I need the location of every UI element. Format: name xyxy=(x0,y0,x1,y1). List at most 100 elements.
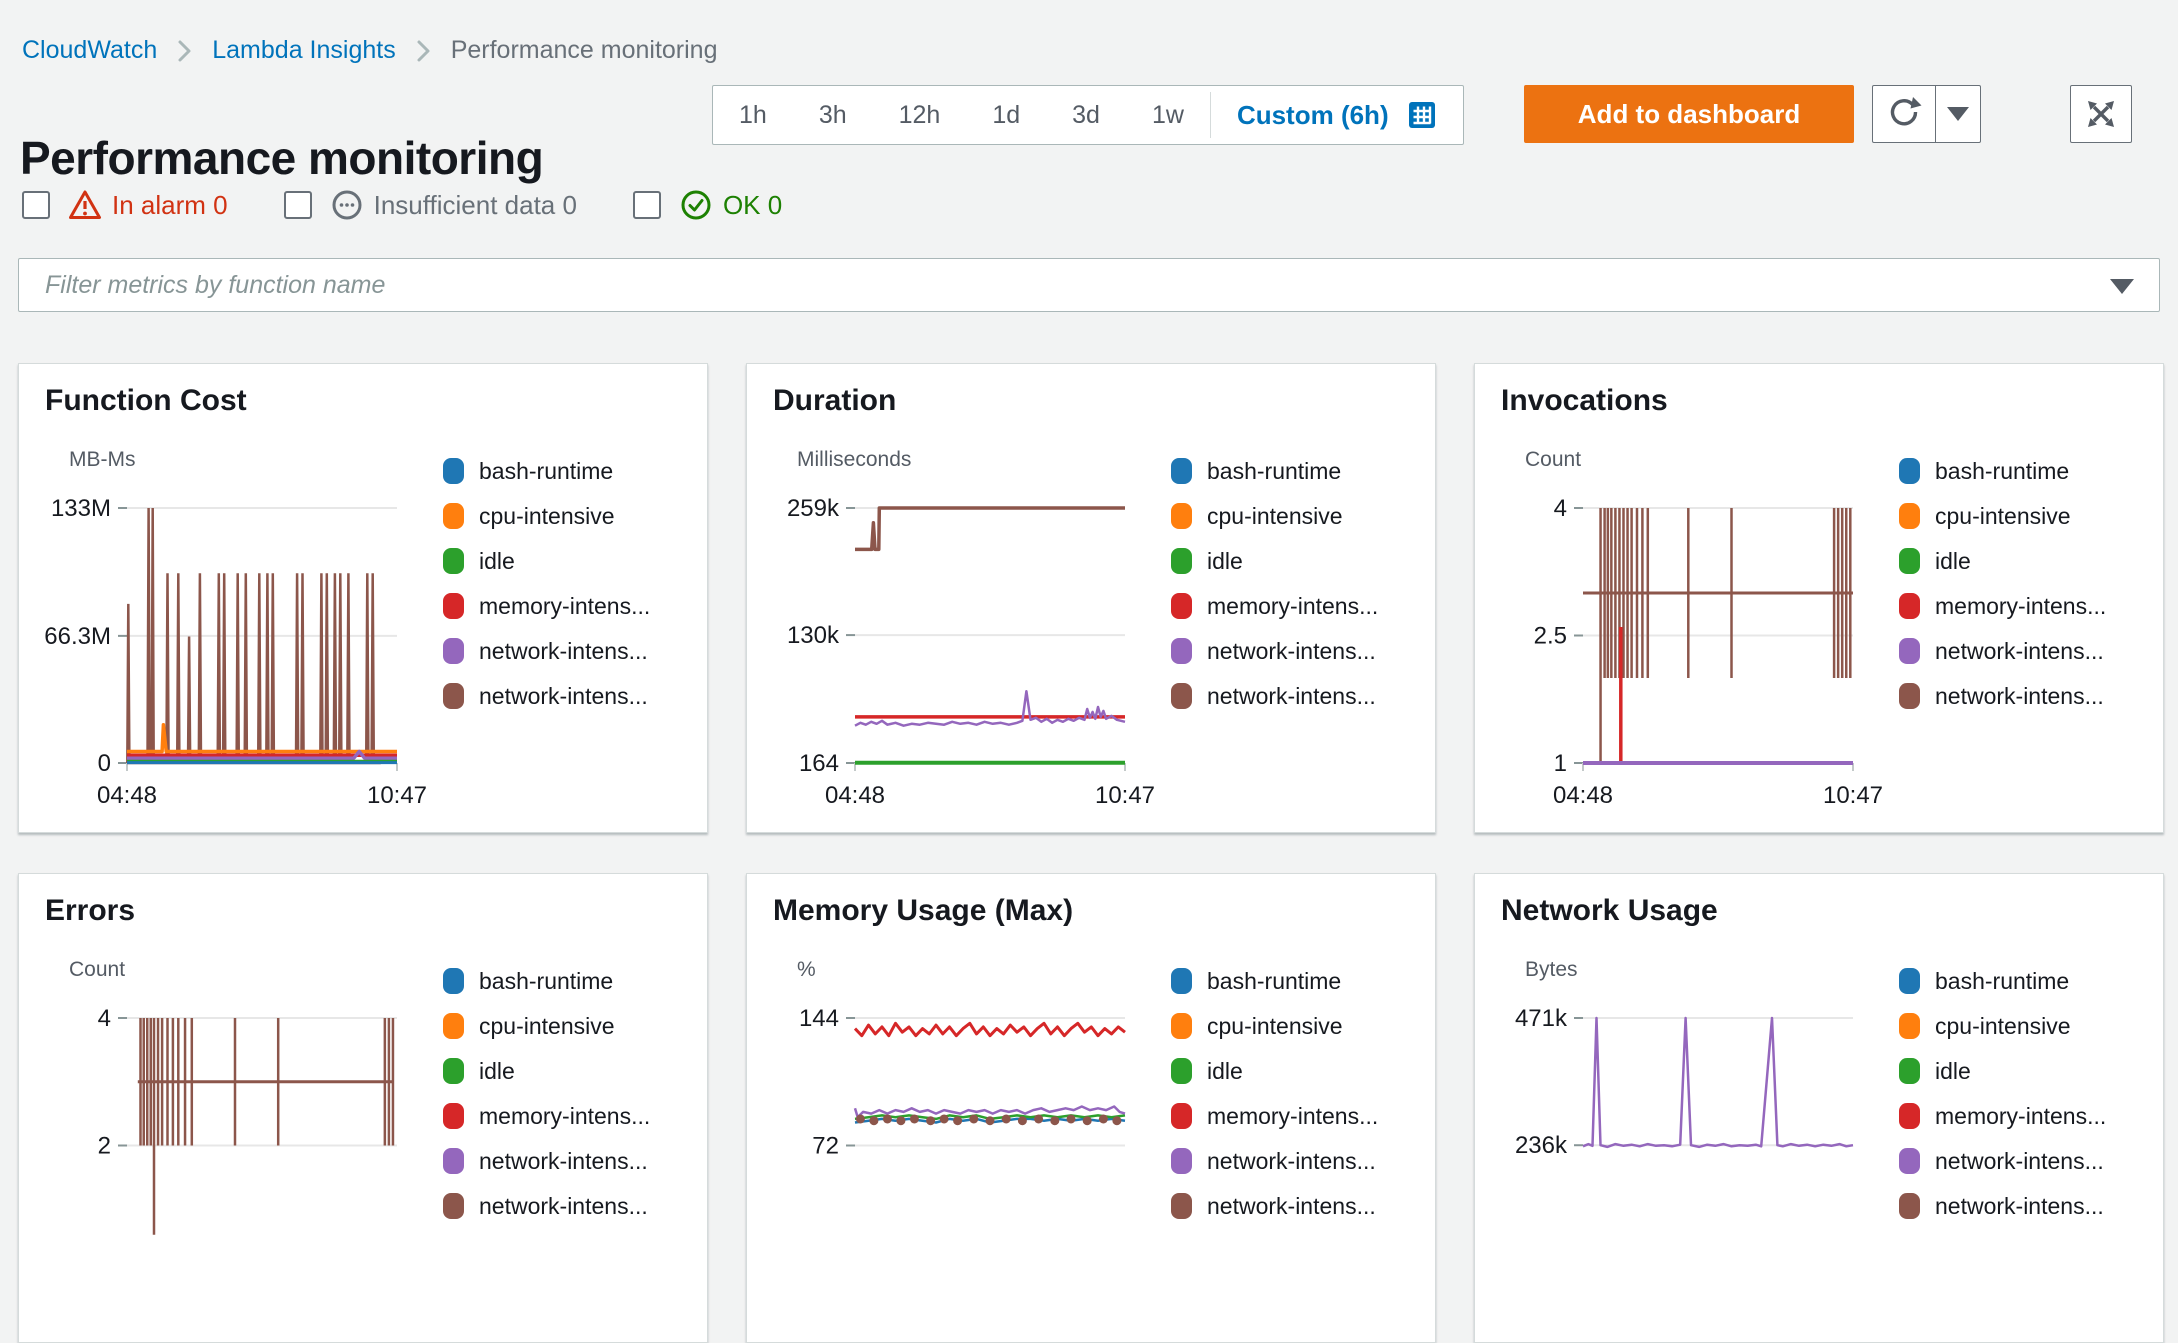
legend-item-network-intens[interactable]: network-intens... xyxy=(443,1193,650,1219)
chevron-right-icon xyxy=(177,39,192,63)
legend-color-chip xyxy=(1171,1013,1192,1039)
legend-item-memory-intens[interactable]: memory-intens... xyxy=(443,593,650,619)
alarm-filter-in-alarm-checkbox[interactable] xyxy=(22,191,50,219)
legend-item-idle[interactable]: idle xyxy=(443,1058,650,1084)
refresh-icon xyxy=(1885,95,1923,133)
breadcrumb: CloudWatch Lambda Insights Performance m… xyxy=(22,36,718,65)
legend-label: network-intens... xyxy=(1207,1147,1376,1174)
custom-range-button[interactable]: Custom (6h) xyxy=(1211,86,1463,144)
time-range-1w[interactable]: 1w xyxy=(1126,86,1210,144)
legend-item-cpu-intensive[interactable]: cpu-intensive xyxy=(1171,503,1378,529)
legend-item-cpu-intensive[interactable]: cpu-intensive xyxy=(1899,1013,2106,1039)
legend-item-network-intens[interactable]: network-intens... xyxy=(443,638,650,664)
legend-label: network-intens... xyxy=(1935,1147,2104,1174)
chart-canvas[interactable]: 144 72 xyxy=(747,984,1167,1324)
legend-item-network-intens[interactable]: network-intens... xyxy=(1171,1148,1378,1174)
legend-color-chip xyxy=(1171,1193,1192,1219)
chart-canvas[interactable]: 259k 130k 164 04:48 10:47 xyxy=(747,474,1167,814)
legend-item-bash-runtime[interactable]: bash-runtime xyxy=(1899,968,2106,994)
legend-item-network-intens[interactable]: network-intens... xyxy=(1171,638,1378,664)
legend-color-chip xyxy=(1899,1148,1920,1174)
legend-color-chip xyxy=(1171,503,1192,529)
chart-canvas[interactable]: 133M 66.3M 0 04:48 10:47 xyxy=(19,474,439,814)
refresh-button[interactable] xyxy=(1872,85,1936,143)
add-to-dashboard-button[interactable]: Add to dashboard xyxy=(1524,85,1854,143)
refresh-options-button[interactable] xyxy=(1935,85,1981,143)
breadcrumb-current: Performance monitoring xyxy=(450,36,718,64)
insufficient-data-icon xyxy=(330,188,364,222)
legend-label: network-intens... xyxy=(479,637,648,664)
chart-title: Network Usage xyxy=(1501,894,1718,927)
legend-item-network-intens[interactable]: network-intens... xyxy=(1899,1193,2106,1219)
legend-item-memory-intens[interactable]: memory-intens... xyxy=(1171,593,1378,619)
time-range-12h[interactable]: 12h xyxy=(873,86,967,144)
legend-item-network-intens[interactable]: network-intens... xyxy=(443,683,650,709)
legend-item-network-intens[interactable]: network-intens... xyxy=(1171,1193,1378,1219)
legend-item-bash-runtime[interactable]: bash-runtime xyxy=(443,458,650,484)
time-range-3d[interactable]: 3d xyxy=(1046,86,1126,144)
breadcrumb-lambda-insights[interactable]: Lambda Insights xyxy=(212,36,396,64)
chart-canvas[interactable]: 4 2.5 1 04:48 10:47 xyxy=(1475,474,1895,814)
legend-item-network-intens[interactable]: network-intens... xyxy=(1899,683,2106,709)
legend-item-network-intens[interactable]: network-intens... xyxy=(1899,1148,2106,1174)
legend-item-idle[interactable]: idle xyxy=(443,548,650,574)
legend-item-cpu-intensive[interactable]: cpu-intensive xyxy=(443,503,650,529)
legend-item-bash-runtime[interactable]: bash-runtime xyxy=(1899,458,2106,484)
legend-label: network-intens... xyxy=(479,682,648,709)
legend-label: network-intens... xyxy=(1207,682,1376,709)
breadcrumb-cloudwatch[interactable]: CloudWatch xyxy=(22,36,158,64)
alarm-filter-in-alarm: In alarm 0 xyxy=(22,188,228,222)
legend-item-cpu-intensive[interactable]: cpu-intensive xyxy=(1171,1013,1378,1039)
alarm-filter-insufficient-data: Insufficient data 0 xyxy=(283,188,577,222)
time-range-1d[interactable]: 1d xyxy=(966,86,1046,144)
legend-item-cpu-intensive[interactable]: cpu-intensive xyxy=(443,1013,650,1039)
legend-label: bash-runtime xyxy=(1207,967,1342,994)
legend-item-memory-intens[interactable]: memory-intens... xyxy=(1171,1103,1378,1129)
cloudwatch-performance-page: { "breadcrumb": { "items": [ {"label": "… xyxy=(18,36,2164,1343)
legend-color-chip xyxy=(1899,593,1920,619)
legend-color-chip xyxy=(1899,968,1920,994)
legend-label: network-intens... xyxy=(479,1147,648,1174)
legend-label: network-intens... xyxy=(1935,1192,2104,1219)
legend-item-network-intens[interactable]: network-intens... xyxy=(1899,638,2106,664)
chart-canvas[interactable]: 42 xyxy=(19,984,439,1324)
time-range-1h[interactable]: 1h xyxy=(713,86,793,144)
chart-y-axis-unit: Milliseconds xyxy=(797,448,912,471)
legend-item-bash-runtime[interactable]: bash-runtime xyxy=(443,968,650,994)
legend-item-memory-intens[interactable]: memory-intens... xyxy=(1899,593,2106,619)
legend-item-cpu-intensive[interactable]: cpu-intensive xyxy=(1899,503,2106,529)
legend-item-memory-intens[interactable]: memory-intens... xyxy=(443,1103,650,1129)
svg-text:2.5: 2.5 xyxy=(1534,623,1567,650)
legend-label: bash-runtime xyxy=(479,967,614,994)
calendar-grid-icon[interactable] xyxy=(1407,100,1437,130)
legend-item-bash-runtime[interactable]: bash-runtime xyxy=(1171,968,1378,994)
legend-item-idle[interactable]: idle xyxy=(1171,1058,1378,1084)
svg-text:10:47: 10:47 xyxy=(1095,782,1155,809)
legend-item-memory-intens[interactable]: memory-intens... xyxy=(1899,1103,2106,1129)
legend-item-idle[interactable]: idle xyxy=(1899,548,2106,574)
legend-item-idle[interactable]: idle xyxy=(1171,548,1378,574)
svg-text:10:47: 10:47 xyxy=(1823,782,1883,809)
filter-metrics-input[interactable] xyxy=(18,258,2160,312)
legend-item-idle[interactable]: idle xyxy=(1899,1058,2106,1084)
alarm-filter-insufficient-data-checkbox[interactable] xyxy=(283,191,312,219)
chart-title: Errors xyxy=(45,894,136,927)
legend-color-chip xyxy=(443,683,464,709)
svg-text:4: 4 xyxy=(1554,495,1567,522)
legend-item-network-intens[interactable]: network-intens... xyxy=(1171,683,1378,709)
chart-canvas[interactable]: 471k 236k xyxy=(1475,984,1895,1324)
alarm-filter-label: Insufficient data 0 xyxy=(373,189,577,220)
legend-item-bash-runtime[interactable]: bash-runtime xyxy=(1171,458,1378,484)
legend-color-chip xyxy=(443,1103,464,1129)
time-range-3h[interactable]: 3h xyxy=(793,86,873,144)
legend-color-chip xyxy=(443,1058,464,1084)
alarm-filter-label: In alarm 0 xyxy=(112,189,228,220)
charts-grid: Function Cost MB-Ms 133M 66.3M 0 04:48 10:47 ba… xyxy=(18,363,2164,1343)
metric-card-errors: Errors Count 4 2 bash-runtime cpu-intensive id… xyxy=(18,873,708,1343)
ok-check-icon xyxy=(679,188,713,222)
fullscreen-button[interactable] xyxy=(2070,85,2132,143)
legend-item-network-intens[interactable]: network-intens... xyxy=(443,1148,650,1174)
legend-label: network-intens... xyxy=(1935,637,2104,664)
alarm-filter-ok-checkbox[interactable] xyxy=(632,191,661,219)
legend-color-chip xyxy=(1899,503,1920,529)
